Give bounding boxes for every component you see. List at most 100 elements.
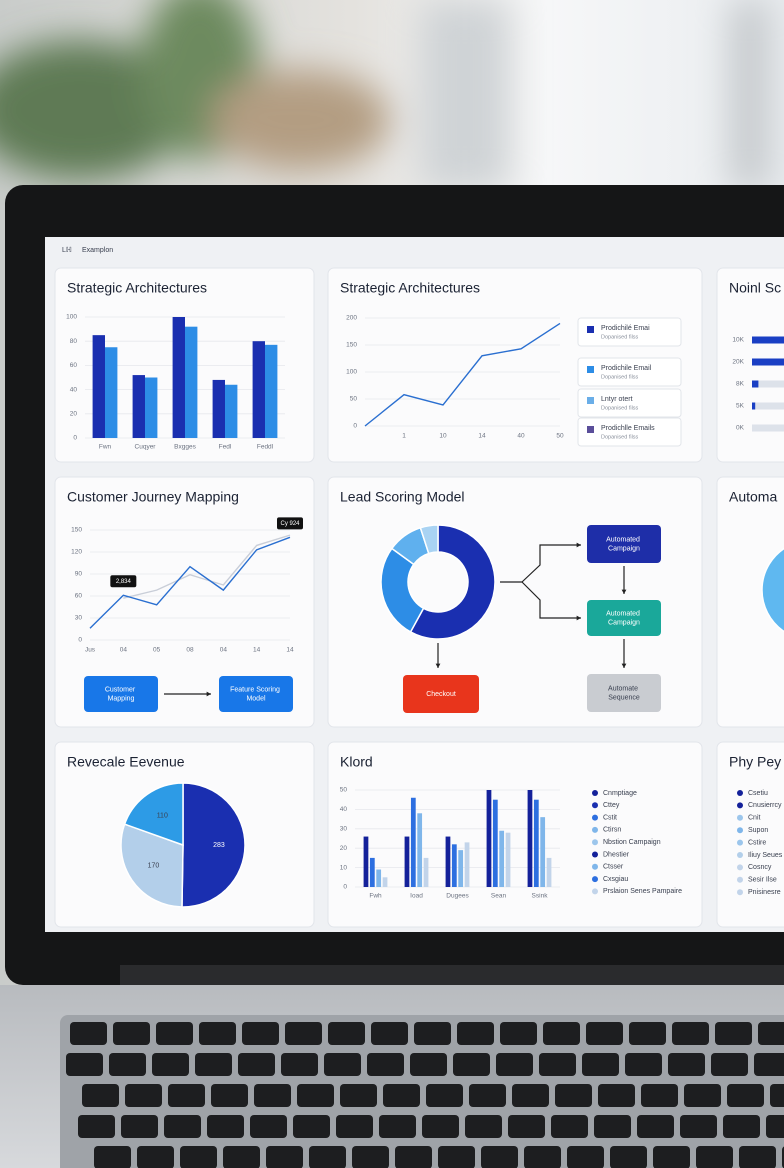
x-tick-label: 04 xyxy=(220,647,228,654)
bar xyxy=(92,335,105,438)
key xyxy=(672,1022,709,1045)
bar xyxy=(752,358,784,366)
key xyxy=(410,1053,447,1076)
arrow-head xyxy=(621,589,627,594)
flow-node xyxy=(587,600,661,636)
key xyxy=(328,1022,365,1045)
panel-title: Klord xyxy=(340,754,373,770)
annotation-box xyxy=(110,575,137,588)
key xyxy=(469,1084,506,1107)
panel-title: Lead Scoring Model xyxy=(340,489,465,505)
key xyxy=(739,1146,776,1168)
legend-marker xyxy=(737,839,743,846)
bar xyxy=(265,344,278,438)
annotation: Cy 924 xyxy=(280,521,300,527)
bar xyxy=(363,836,369,887)
legend-note: Dopanised filss xyxy=(601,334,639,340)
line xyxy=(89,536,291,629)
key xyxy=(457,1022,494,1045)
slice xyxy=(123,782,184,847)
key xyxy=(711,1053,748,1076)
y-tick-label: 200 xyxy=(346,315,357,322)
legend-card xyxy=(577,317,682,347)
panel-title: Phy Pey xyxy=(729,754,781,770)
legend-label: Sesir Ilse xyxy=(748,877,777,884)
bar xyxy=(752,380,759,388)
legend-label: Cttey xyxy=(603,802,620,809)
y-tick-label: 5K xyxy=(736,403,745,410)
legend-marker xyxy=(592,802,598,809)
line xyxy=(123,534,291,599)
x-tick-label: Ssink xyxy=(532,893,549,900)
legend-marker xyxy=(592,888,598,895)
key xyxy=(543,1022,580,1045)
flow-node xyxy=(84,676,158,712)
bar-track xyxy=(752,402,784,410)
key xyxy=(113,1022,150,1045)
bar xyxy=(445,836,451,887)
key xyxy=(770,1084,784,1107)
key xyxy=(379,1115,416,1138)
legend-label: Cnusierrcy xyxy=(748,802,782,809)
key xyxy=(684,1084,721,1107)
x-tick-label: 14 xyxy=(478,433,486,440)
legend-marker xyxy=(592,826,598,833)
key xyxy=(555,1084,592,1107)
x-tick-label: 05 xyxy=(153,647,161,654)
y-tick-label: 0 xyxy=(78,637,82,644)
key xyxy=(125,1084,162,1107)
y-tick-label: 0K xyxy=(736,425,745,432)
legend-marker xyxy=(587,366,594,373)
legend-note: Dopanised filss xyxy=(601,405,639,411)
panel xyxy=(716,741,784,928)
key xyxy=(422,1115,459,1138)
x-tick-label: Fwn xyxy=(99,444,112,451)
key xyxy=(336,1115,373,1138)
key xyxy=(629,1022,666,1045)
key xyxy=(426,1084,463,1107)
bar xyxy=(212,379,225,438)
key xyxy=(567,1146,604,1168)
bar xyxy=(382,877,388,887)
key xyxy=(539,1053,576,1076)
arrow-head xyxy=(206,691,211,697)
legend-marker xyxy=(737,827,743,834)
key xyxy=(727,1084,764,1107)
key xyxy=(551,1115,588,1138)
bar xyxy=(540,817,546,887)
key xyxy=(465,1115,502,1138)
bar xyxy=(458,850,464,887)
flow-node xyxy=(403,675,479,713)
key xyxy=(438,1146,475,1168)
legend-label: Dhestier xyxy=(603,851,630,858)
flow-label: Customer Mapping xyxy=(105,686,137,702)
annotation: 2,834 xyxy=(116,579,132,585)
y-tick-label: 100 xyxy=(66,314,77,321)
key xyxy=(500,1022,537,1045)
key xyxy=(121,1115,158,1138)
y-tick-label: 20K xyxy=(732,359,744,366)
key xyxy=(496,1053,533,1076)
bar xyxy=(105,347,118,438)
legend-marker xyxy=(737,814,743,821)
key xyxy=(414,1022,451,1045)
key xyxy=(668,1053,705,1076)
bar xyxy=(369,857,375,887)
y-tick-label: 60 xyxy=(70,362,78,369)
blurred-room xyxy=(0,0,770,190)
legend-marker xyxy=(587,397,594,404)
legend-label: Ctirsn xyxy=(603,827,621,834)
legend-label: Iliuy Seues xyxy=(748,852,783,859)
arrow-head xyxy=(435,663,441,668)
key xyxy=(508,1115,545,1138)
bar-track xyxy=(752,380,784,388)
legend-marker xyxy=(737,889,743,896)
x-tick-label: Sean xyxy=(491,893,507,900)
legend-label: Nbstion Campaign xyxy=(603,839,661,846)
legend-marker xyxy=(592,863,598,870)
panel-title: Strategic Architectures xyxy=(340,280,480,296)
key xyxy=(641,1084,678,1107)
y-tick-label: 40 xyxy=(70,386,78,393)
legend-label: Prodichilé Emai xyxy=(601,325,650,332)
